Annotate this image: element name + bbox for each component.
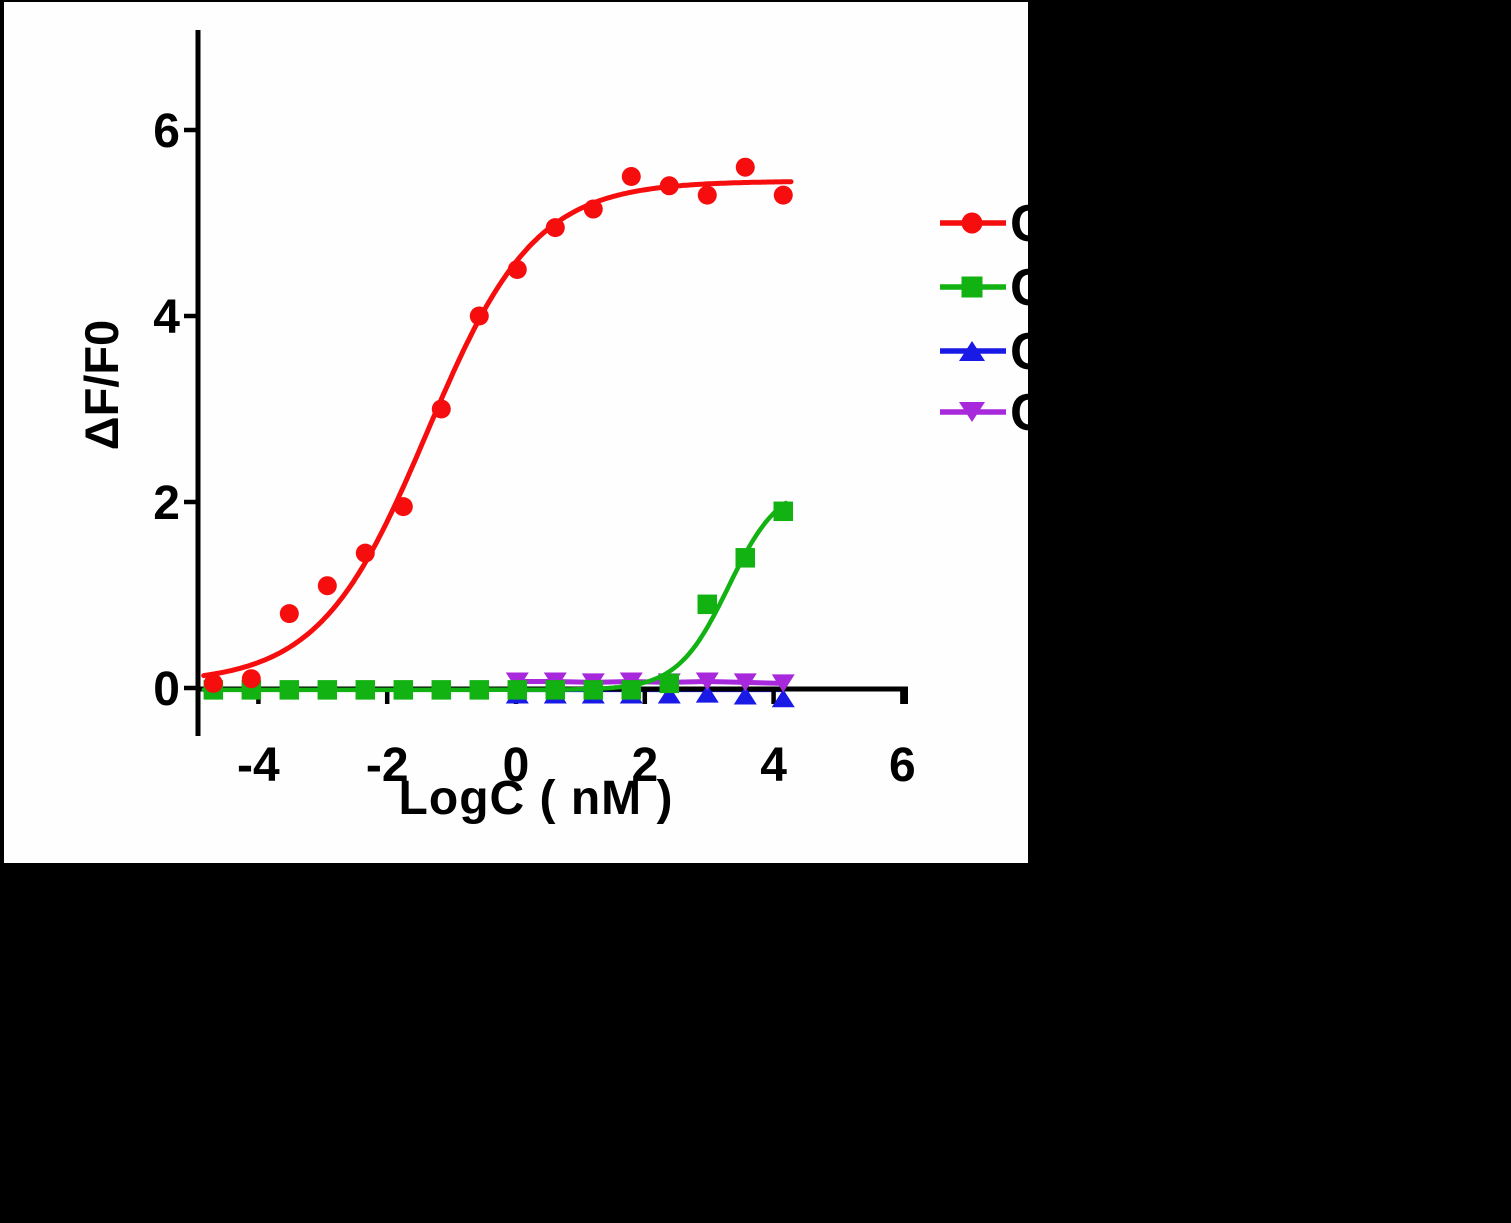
red-data-point <box>317 576 337 596</box>
green-data-point <box>659 673 680 694</box>
blue-data-point <box>657 685 681 704</box>
legend-item-triangle-down: C <box>940 384 1028 442</box>
red-data-point <box>507 260 527 279</box>
green-data-point <box>773 501 794 522</box>
red-data-point <box>621 167 641 186</box>
chart-series-layer <box>201 157 795 708</box>
legend-item-triangle-up: C <box>940 323 1028 381</box>
red-data-point <box>773 185 793 205</box>
legend-item-circle: C <box>940 195 1028 253</box>
y-tick-label: 4 <box>153 291 180 344</box>
x-tick-label: 2 <box>631 739 658 792</box>
x-tick-label: 6 <box>889 739 916 792</box>
green-data-point <box>469 680 490 700</box>
series-green-squares <box>201 500 794 700</box>
chart-axes-layer: -4 -2 0 2 4 6 0 2 4 6 <box>153 30 916 792</box>
red-data-point <box>735 157 755 177</box>
green-fit-curve <box>201 500 789 693</box>
purple-data-point <box>771 674 795 693</box>
green-data-point <box>735 548 756 568</box>
green-data-point <box>583 680 604 700</box>
red-data-point <box>431 399 451 419</box>
blue-data-point <box>771 689 795 708</box>
red-data-point <box>583 199 603 219</box>
legend-label: C <box>1010 195 1028 253</box>
green-data-point <box>393 680 414 700</box>
y-tick-label: 0 <box>153 663 180 716</box>
legend-label: C <box>1010 384 1028 442</box>
red-data-point <box>545 218 565 238</box>
red-data-point <box>697 185 717 205</box>
blue-data-point <box>733 686 757 705</box>
green-data-point <box>279 680 300 700</box>
red-data-point <box>203 673 223 693</box>
blue-data-point <box>695 684 719 703</box>
y-tick-label: 2 <box>153 477 180 530</box>
green-data-point <box>697 594 718 615</box>
purple-data-point <box>695 672 719 691</box>
red-data-point <box>393 497 413 517</box>
x-tick-label: 4 <box>760 739 787 792</box>
red-fit-curve <box>201 179 794 679</box>
red-data-point <box>279 604 299 624</box>
green-data-point <box>431 680 452 700</box>
x-tick-label: 0 <box>503 739 530 792</box>
legend-item-square: C <box>940 259 1028 317</box>
green-data-point <box>621 680 642 700</box>
legend-marker <box>961 212 983 234</box>
green-data-point <box>545 680 566 700</box>
y-tick-label: 6 <box>153 105 180 158</box>
green-data-point <box>507 680 528 700</box>
green-data-point <box>355 680 376 700</box>
red-data-point <box>241 669 261 689</box>
green-data-point <box>317 680 338 700</box>
legend-marker <box>959 341 985 361</box>
red-data-point <box>355 543 375 563</box>
y-axis-title: ΔF/F0 <box>75 320 128 450</box>
legend-label: C <box>1010 259 1028 317</box>
legend-marker <box>961 276 983 298</box>
x-tick-label: -4 <box>237 739 280 792</box>
x-tick-label: -2 <box>366 739 409 792</box>
red-data-point <box>659 176 679 196</box>
x-axis-title: LogC ( nM ) <box>399 772 674 825</box>
red-data-point <box>469 306 489 326</box>
chart-legend: CCCC <box>940 195 1028 442</box>
purple-data-point <box>733 673 757 692</box>
legend-label: C <box>1010 323 1028 381</box>
legend-marker <box>959 402 985 422</box>
series-red-circles <box>201 157 794 693</box>
